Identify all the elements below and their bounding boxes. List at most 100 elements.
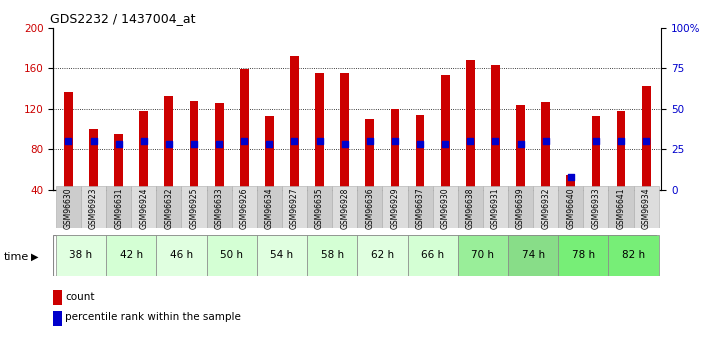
Point — [239, 138, 250, 144]
Point — [464, 138, 476, 144]
Point — [188, 141, 200, 147]
Bar — [558, 186, 583, 228]
Bar — [257, 186, 282, 228]
Bar — [558, 235, 609, 276]
Bar — [491, 65, 500, 190]
Text: GSM96640: GSM96640 — [566, 188, 575, 229]
Bar — [609, 186, 634, 228]
Bar — [383, 186, 407, 228]
Text: GSM96639: GSM96639 — [516, 188, 525, 229]
Point — [415, 141, 426, 147]
Bar — [357, 186, 383, 228]
Bar — [139, 111, 148, 190]
Text: 50 h: 50 h — [220, 250, 243, 260]
Text: ▶: ▶ — [31, 252, 38, 262]
Text: 42 h: 42 h — [119, 250, 143, 260]
Bar — [483, 186, 508, 228]
Text: GSM96635: GSM96635 — [315, 188, 324, 229]
Bar — [516, 105, 525, 190]
Text: 46 h: 46 h — [170, 250, 193, 260]
Bar — [365, 119, 374, 190]
Bar — [81, 186, 106, 228]
Bar — [441, 75, 449, 190]
Bar — [164, 96, 173, 190]
Text: 38 h: 38 h — [70, 250, 92, 260]
Text: 54 h: 54 h — [270, 250, 294, 260]
Bar — [64, 92, 73, 190]
Text: GSM96638: GSM96638 — [466, 188, 475, 229]
Bar — [257, 235, 307, 276]
Text: GSM96925: GSM96925 — [190, 188, 198, 229]
Point — [364, 138, 375, 144]
Bar — [240, 69, 249, 190]
Bar — [156, 235, 207, 276]
Text: GSM96632: GSM96632 — [164, 188, 173, 229]
Bar — [307, 235, 357, 276]
Bar — [541, 101, 550, 190]
Text: GSM96636: GSM96636 — [365, 188, 374, 229]
Text: GSM96927: GSM96927 — [290, 188, 299, 229]
Text: GSM96931: GSM96931 — [491, 188, 500, 229]
Point — [63, 138, 74, 144]
Bar — [89, 129, 98, 190]
Bar — [466, 60, 475, 190]
Text: GSM96630: GSM96630 — [64, 188, 73, 229]
Bar — [592, 116, 600, 190]
Point — [641, 138, 652, 144]
Text: 70 h: 70 h — [471, 250, 494, 260]
Point — [389, 138, 400, 144]
Bar — [407, 235, 458, 276]
Text: GSM96933: GSM96933 — [592, 188, 600, 229]
Bar — [341, 73, 349, 190]
Text: GSM96633: GSM96633 — [215, 188, 224, 229]
Bar — [156, 186, 181, 228]
Bar — [332, 186, 357, 228]
Bar — [106, 235, 156, 276]
Point — [540, 138, 551, 144]
Text: GSM96926: GSM96926 — [240, 188, 249, 229]
Bar — [315, 73, 324, 190]
Bar — [207, 186, 232, 228]
Bar — [567, 175, 575, 190]
Point — [213, 141, 225, 147]
Text: GSM96923: GSM96923 — [89, 188, 98, 229]
Text: 74 h: 74 h — [522, 250, 545, 260]
Bar — [458, 186, 483, 228]
Point — [113, 141, 124, 147]
Text: GSM96641: GSM96641 — [616, 188, 626, 229]
Bar — [533, 186, 558, 228]
Bar — [642, 86, 651, 190]
Text: GDS2232 / 1437004_at: GDS2232 / 1437004_at — [50, 12, 196, 25]
Bar — [458, 235, 508, 276]
Point — [264, 141, 275, 147]
Bar — [56, 186, 81, 228]
Bar — [282, 186, 307, 228]
Point — [439, 141, 451, 147]
Point — [490, 138, 501, 144]
Text: 58 h: 58 h — [321, 250, 343, 260]
Bar — [407, 186, 432, 228]
Text: count: count — [65, 292, 95, 302]
Point — [339, 141, 351, 147]
Text: GSM96637: GSM96637 — [415, 188, 424, 229]
Text: 66 h: 66 h — [421, 250, 444, 260]
Point — [565, 174, 577, 179]
Bar — [114, 134, 123, 190]
Bar — [232, 186, 257, 228]
Point — [88, 138, 100, 144]
Bar — [616, 111, 626, 190]
Text: GSM96924: GSM96924 — [139, 188, 149, 229]
Bar — [290, 56, 299, 190]
Text: GSM96930: GSM96930 — [441, 188, 449, 229]
Bar — [190, 101, 198, 190]
Bar — [508, 235, 558, 276]
Bar — [508, 186, 533, 228]
Text: GSM96932: GSM96932 — [541, 188, 550, 229]
Text: 82 h: 82 h — [622, 250, 645, 260]
Text: GSM96934: GSM96934 — [641, 188, 651, 229]
Point — [138, 138, 149, 144]
Bar — [432, 186, 458, 228]
Text: GSM96929: GSM96929 — [390, 188, 400, 229]
Point — [615, 138, 626, 144]
Text: GSM96631: GSM96631 — [114, 188, 123, 229]
